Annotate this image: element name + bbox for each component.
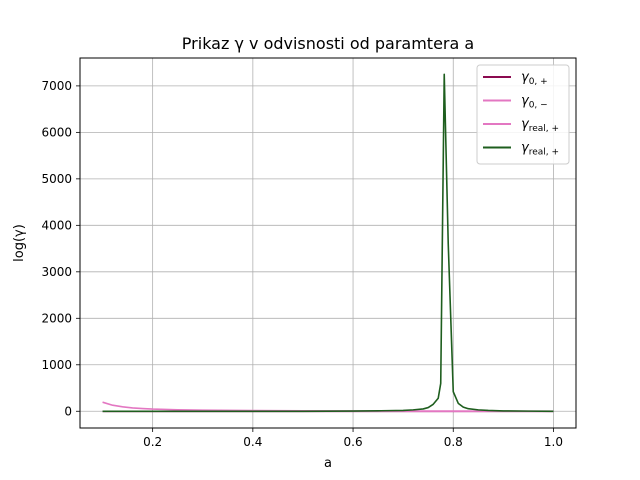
x-tick-label: 0.8 [444,435,463,449]
series-line-4 [102,73,554,413]
axis-ticks: 0.2 0.4 0.6 0.8 1.0 0 1000 2000 3000 4000 5000 6000… [41,79,563,449]
legend-entry-symbol: γ [521,141,530,156]
legend-entry-label: γ0, + [521,70,548,87]
legend-entry-symbol: γ [521,117,530,132]
x-tick-label: 0.6 [344,435,363,449]
legend-entry-subscript: real, + [529,124,559,134]
y-tick-label: 5000 [41,172,72,186]
y-tick-label: 6000 [41,125,72,139]
y-axis-label: log(γ) [12,224,27,262]
legend-entry-subscript: 0, + [529,77,548,87]
legend: γ0, +γ0, −γreal, +γreal, + [476,64,570,165]
y-tick-label: 4000 [41,218,72,232]
chart-title: Prikaz γ v odvisnosti od paramtera a [182,34,474,53]
x-axis-label: a [324,456,332,471]
legend-entry-subscript: 0, − [529,101,548,111]
x-tick-label: 0.4 [243,435,262,449]
legend-entry-symbol: γ [521,94,530,109]
y-tick-label: 1000 [41,358,72,372]
y-tick-label: 3000 [41,265,72,279]
plot-frame [79,57,577,429]
y-tick-label: 2000 [41,311,72,325]
x-tick-label: 0.2 [143,435,162,449]
legend-box [476,64,570,165]
x-tick-label: 1.0 [544,435,563,449]
legend-entry-symbol: γ [521,70,530,85]
legend-entry-label: γreal, + [521,141,559,158]
legend-entry-subscript: real, + [529,148,559,158]
y-tick-label: 0 [64,404,72,418]
series-lines [102,73,554,413]
y-tick-label: 7000 [41,79,72,93]
legend-entry-label: γreal, + [521,117,559,134]
legend-entry-label: γ0, − [521,94,548,111]
